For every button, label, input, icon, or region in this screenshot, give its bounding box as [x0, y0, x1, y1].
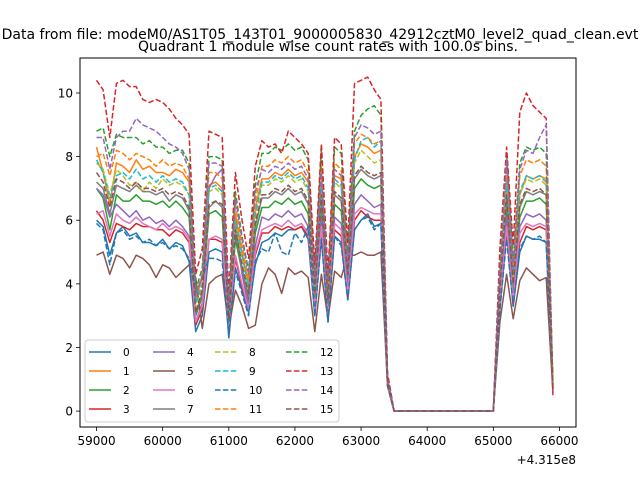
x-tick-label-59000: 59000: [77, 434, 115, 448]
y-tick-label-8: 8: [65, 150, 73, 164]
legend-label-15: 15: [320, 404, 333, 416]
legend-label-8: 8: [249, 347, 256, 359]
y-tick-label-0: 0: [65, 405, 73, 419]
x-tick-label-65000: 65000: [474, 434, 512, 448]
x-tick-label-60000: 60000: [144, 434, 182, 448]
legend-label-13: 13: [320, 366, 333, 378]
series-line-13: [95, 76, 554, 412]
legend-label-1: 1: [123, 366, 130, 378]
x-axis: 59000 60000 61000 62000 63000 64000 65000 66000: [77, 427, 579, 448]
x-tick-label-63000: 63000: [342, 434, 380, 448]
x-tick-label-66000: 66000: [540, 434, 578, 448]
figure-suptitle: Data from file: modeM0/AS1T05_143T01_900…: [2, 27, 639, 43]
y-tick-label-2: 2: [65, 341, 73, 355]
legend-label-10: 10: [249, 385, 262, 397]
legend-label-7: 7: [187, 404, 194, 416]
plot-frame: [79, 57, 577, 428]
legend-label-0: 0: [123, 347, 130, 359]
series-layer: [95, 76, 554, 412]
y-tick-label-4: 4: [65, 277, 73, 291]
x-tick-label-62000: 62000: [276, 434, 314, 448]
legend-label-3: 3: [123, 404, 130, 416]
legend-label-14: 14: [320, 385, 334, 397]
series-line-15: [95, 165, 554, 412]
legend-label-2: 2: [123, 385, 130, 397]
y-tick-label-10: 10: [58, 86, 73, 100]
legend-label-11: 11: [249, 404, 262, 416]
chart-title: Quadrant 1 module wise count rates with …: [138, 39, 518, 55]
legend-label-12: 12: [320, 347, 333, 359]
x-offset-label: +4.315e8: [517, 453, 576, 467]
legend-label-9: 9: [249, 366, 256, 378]
legend-label-6: 6: [187, 385, 194, 397]
x-tick-label-61000: 61000: [210, 434, 248, 448]
legend-box: [84, 339, 340, 423]
legend-label-4: 4: [187, 347, 194, 359]
y-axis: 0 2 4 6 8 10: [58, 86, 80, 419]
legend-label-5: 5: [187, 366, 194, 378]
y-tick-label-6: 6: [65, 214, 73, 228]
x-tick-label-64000: 64000: [408, 434, 446, 448]
